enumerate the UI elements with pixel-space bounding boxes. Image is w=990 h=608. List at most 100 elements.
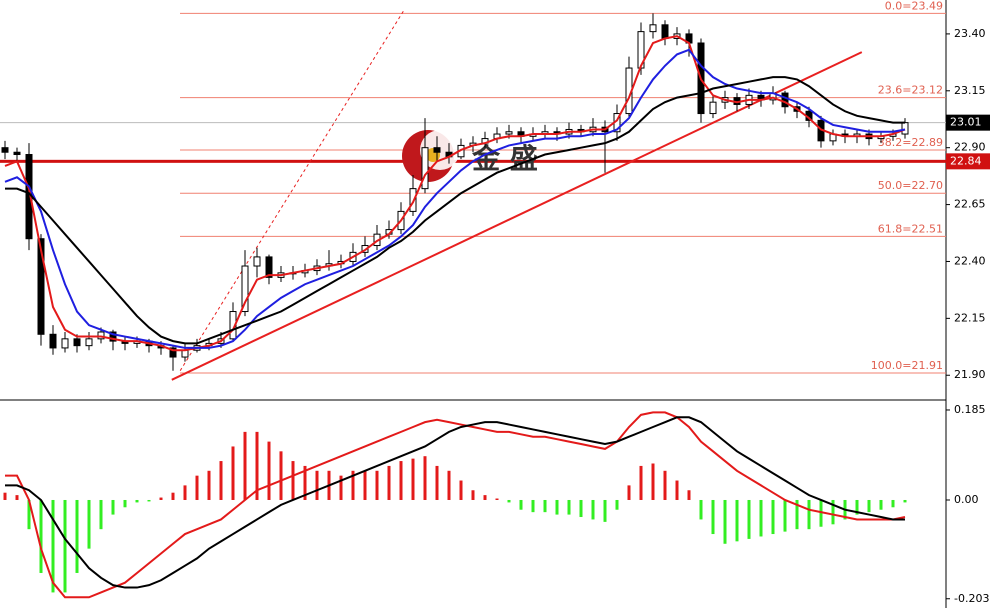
macd-bar xyxy=(771,499,775,535)
candle-body xyxy=(49,333,57,349)
y-tick-label: 21.90 xyxy=(954,368,986,381)
macd-bar xyxy=(111,499,115,515)
macd-bar xyxy=(75,499,79,573)
macd-bar xyxy=(147,499,151,502)
macd-bar xyxy=(519,499,523,510)
fib-label: 61.8=22.51 xyxy=(878,222,943,235)
macd-bar xyxy=(411,458,415,500)
candle-body xyxy=(1,147,9,153)
moving-average xyxy=(4,48,906,349)
macd-bar xyxy=(459,480,463,500)
macd-bar xyxy=(759,499,763,537)
alert-box xyxy=(946,153,990,170)
macd-bar xyxy=(615,499,619,510)
macd-bar xyxy=(639,465,643,500)
macd-bar xyxy=(543,499,547,513)
macd-bar xyxy=(243,431,247,500)
y-tick-label: 23.15 xyxy=(954,84,986,97)
candle-body xyxy=(73,338,81,347)
candle-body xyxy=(781,92,789,108)
y-tick-label: 0.185 xyxy=(954,403,986,416)
macd-bar xyxy=(795,499,799,530)
candle-body xyxy=(241,265,249,313)
candle-body xyxy=(61,338,69,349)
macd-bar xyxy=(315,470,319,500)
candle-body xyxy=(265,256,273,278)
macd-bar xyxy=(747,499,751,539)
macd-bar xyxy=(471,490,475,500)
macd-bar xyxy=(363,470,367,500)
y-tick-label: 22.90 xyxy=(954,141,986,154)
candle-body xyxy=(169,347,177,358)
macd-bar xyxy=(591,499,595,520)
macd-bar xyxy=(855,499,859,515)
macd-bar xyxy=(351,470,355,500)
macd-bar xyxy=(447,470,451,500)
macd-bar xyxy=(15,495,19,500)
macd-bar xyxy=(63,499,67,593)
candle-body xyxy=(433,147,441,153)
candle-body xyxy=(85,338,93,347)
last-price-label: 23.01 xyxy=(950,116,982,129)
macd-bar xyxy=(567,499,571,515)
candle-body xyxy=(181,349,189,358)
trendline xyxy=(179,10,404,371)
y-tick-label: 22.65 xyxy=(954,198,986,211)
macd-bar xyxy=(687,490,691,500)
macd-bar xyxy=(675,480,679,500)
macd-bar xyxy=(531,499,535,513)
macd-bar xyxy=(255,431,259,500)
fib-label: 0.0=23.49 xyxy=(885,0,943,12)
macd-line xyxy=(5,416,905,589)
macd-bar xyxy=(711,499,715,535)
macd-bar xyxy=(339,475,343,500)
candle-body xyxy=(109,331,117,342)
macd-bar xyxy=(723,499,727,544)
macd-bar xyxy=(735,499,739,542)
macd-bar xyxy=(387,465,391,500)
last-price-box xyxy=(946,114,990,131)
macd-bar xyxy=(399,461,403,500)
macd-bar xyxy=(219,461,223,500)
candle-body xyxy=(649,24,657,33)
macd-bar xyxy=(39,499,43,573)
macd-bar xyxy=(435,465,439,500)
macd-bar xyxy=(555,499,559,515)
macd-bar xyxy=(891,499,895,508)
macd-bar xyxy=(651,463,655,500)
macd-bar xyxy=(627,485,631,500)
fib-label: 50.0=22.70 xyxy=(878,179,943,192)
macd-line xyxy=(5,411,906,599)
candle-body xyxy=(253,256,261,267)
candle-body xyxy=(709,101,717,115)
alert-label: 22.84 xyxy=(950,154,982,167)
macd-bar xyxy=(483,495,487,500)
macd-bar xyxy=(267,441,271,500)
macd-bar xyxy=(135,499,139,503)
macd-bar xyxy=(903,499,907,503)
macd-bar xyxy=(783,499,787,532)
macd-bar xyxy=(507,499,511,503)
macd-bar xyxy=(423,456,427,500)
macd-bar xyxy=(819,499,823,527)
macd-bar xyxy=(375,470,379,500)
macd-bar xyxy=(291,461,295,500)
fib-label: 23.6=23.12 xyxy=(878,84,943,97)
macd-bar xyxy=(99,499,103,530)
macd-bar xyxy=(195,475,199,500)
macd-bar xyxy=(27,499,31,530)
macd-bar xyxy=(51,499,55,593)
macd-bar xyxy=(159,497,163,500)
macd-bar xyxy=(183,485,187,500)
candle-body xyxy=(97,331,105,340)
macd-bar xyxy=(171,492,175,500)
macd-bar xyxy=(603,499,607,522)
macd-bar xyxy=(867,499,871,513)
fib-label: 38.2=22.89 xyxy=(878,136,943,149)
macd-bar xyxy=(495,498,499,500)
macd-bar xyxy=(3,492,7,500)
fib-label: 100.0=21.91 xyxy=(871,359,943,372)
y-tick-label: -0.203 xyxy=(954,592,989,605)
